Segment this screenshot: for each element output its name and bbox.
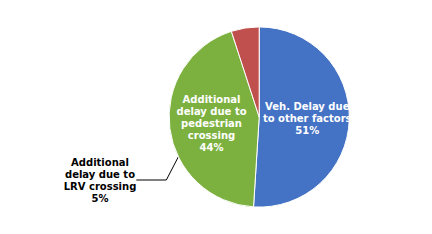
svg-text:Additional: Additional — [183, 94, 241, 105]
svg-text:Veh. Delay due: Veh. Delay due — [265, 101, 350, 112]
svg-text:44%: 44% — [200, 142, 224, 153]
svg-text:Additional: Additional — [71, 157, 129, 168]
svg-text:51%: 51% — [295, 125, 319, 136]
svg-text:crossing: crossing — [188, 130, 235, 141]
svg-text:to other factors: to other factors — [263, 113, 352, 124]
svg-text:delay due to: delay due to — [65, 169, 135, 180]
svg-text:5%: 5% — [92, 193, 109, 204]
svg-text:LRV crossing: LRV crossing — [64, 181, 137, 192]
svg-text:delay due to: delay due to — [177, 106, 247, 117]
svg-text:pedestrian: pedestrian — [181, 118, 242, 129]
